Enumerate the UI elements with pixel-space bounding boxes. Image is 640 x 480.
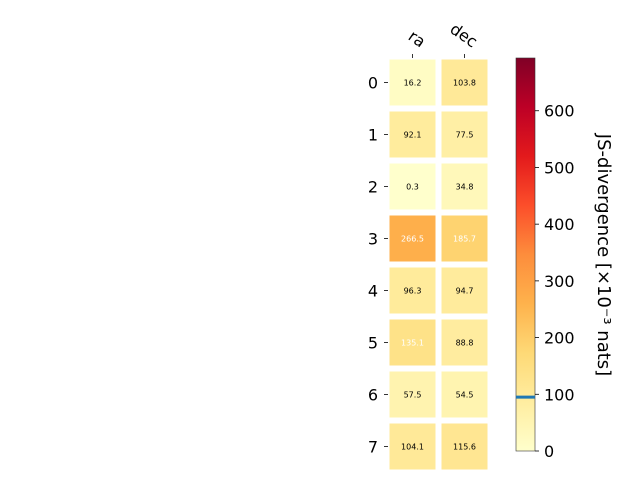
column-tick-label: ra (405, 26, 429, 51)
colorbar-tick-label: 500 (544, 158, 575, 177)
row-tick-label: 1 (368, 126, 378, 145)
heatmap-cell-6-dec (441, 371, 488, 418)
heatmap-cell-7-ra (389, 423, 436, 470)
cell-value-label: 94.7 (456, 287, 474, 296)
heatmap-cell-5-dec (441, 319, 488, 366)
cell-value-label: 88.8 (456, 339, 474, 348)
heatmap-cell-2-ra (389, 163, 436, 210)
colorbar-label: JS-divergence [×10⁻³ nats] (593, 133, 614, 376)
colorbar-tick-label: 0 (544, 442, 554, 461)
colorbar-tick-label: 200 (544, 329, 575, 348)
cell-value-label: 96.3 (404, 287, 422, 296)
cell-value-label: 57.5 (404, 391, 422, 400)
colorbar (515, 57, 536, 452)
cell-value-label: 266.5 (401, 235, 424, 244)
heatmap-cell-6-ra (389, 371, 436, 418)
heatmap-cell-3-ra (389, 215, 436, 262)
row-tick-label: 3 (368, 230, 378, 249)
row-tick-label: 7 (368, 438, 378, 457)
heatmap-cell-0-ra (389, 59, 436, 106)
heatmap-value-labels: 16.2 103.8 92.1 77.5 0.3 34.8 266.5 185.7 96.3 94… (401, 79, 476, 452)
heatmap-cell-0-dec (441, 59, 488, 106)
row-tick-label: 2 (368, 178, 378, 197)
colorbar-tick-label: 600 (544, 102, 575, 121)
colorbar-tick-label: 400 (544, 215, 575, 234)
cell-value-label: 77.5 (456, 131, 474, 140)
cell-value-label: 16.2 (404, 79, 422, 88)
cell-value-label: 115.6 (453, 443, 476, 452)
cell-value-label: 92.1 (404, 131, 422, 140)
cell-value-label: 135.1 (401, 339, 424, 348)
cell-value-label: 54.5 (456, 391, 474, 400)
row-tick-label: 5 (368, 334, 378, 353)
colorbar-ticks: 0 100 200 300 400 500 600 (516, 102, 575, 461)
cell-value-label: 185.7 (453, 235, 476, 244)
cell-value-label: 34.8 (456, 183, 474, 192)
cell-value-label: 0.3 (406, 183, 419, 192)
heatmap-cells (389, 59, 488, 470)
colorbar-tick-label: 300 (544, 272, 575, 291)
colorbar-tick-label: 100 (544, 385, 575, 404)
cell-value-label: 103.8 (453, 79, 476, 88)
heatmap-cell-4-ra (389, 267, 436, 314)
heatmap-cell-2-dec (441, 163, 488, 210)
column-tick-label: dec (447, 19, 481, 51)
column-tick-labels: ra dec (405, 19, 481, 58)
row-tick-labels: 0 1 2 3 4 5 6 7 (368, 74, 388, 457)
heatmap-cell-7-dec (441, 423, 488, 470)
heatmap-cell-4-dec (441, 267, 488, 314)
heatmap-cell-5-ra (389, 319, 436, 366)
heatmap-cell-1-ra (389, 111, 436, 158)
colorbar-gradient (515, 57, 536, 452)
cell-value-label: 104.1 (401, 443, 424, 452)
heatmap-cell-3-dec (441, 215, 488, 262)
row-tick-label: 6 (368, 386, 378, 405)
row-tick-label: 0 (368, 74, 378, 93)
heatmap-cell-1-dec (441, 111, 488, 158)
row-tick-label: 4 (368, 282, 378, 301)
